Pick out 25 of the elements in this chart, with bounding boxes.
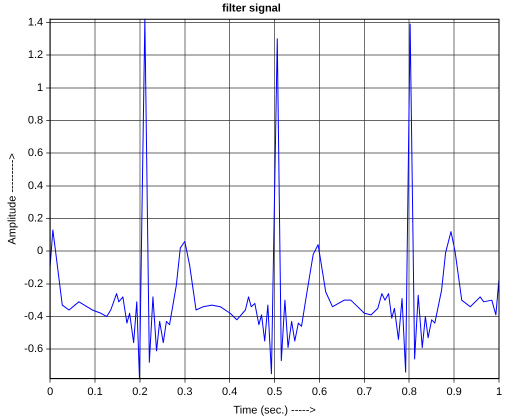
y-tick-label: -0.4 bbox=[24, 310, 44, 323]
y-tick-label: -0.2 bbox=[24, 278, 44, 290]
y-tick-label: -0.6 bbox=[24, 343, 44, 356]
chart-title: filter signal bbox=[222, 2, 281, 15]
x-tick-label: 1 bbox=[496, 386, 502, 398]
x-tick-label: 0.9 bbox=[446, 386, 462, 398]
y-tick-label: 0.6 bbox=[28, 147, 44, 160]
y-tick-label: 0.4 bbox=[28, 180, 44, 192]
x-tick-label: 0.4 bbox=[222, 386, 238, 398]
x-tick-label: 0 bbox=[47, 386, 54, 398]
x-tick-label: 0.8 bbox=[402, 386, 417, 398]
y-tick-label: 0 bbox=[37, 245, 44, 258]
y-tick-label: 1 bbox=[37, 82, 44, 94]
x-tick-label: 0.3 bbox=[177, 386, 192, 398]
x-tick-label: 0.1 bbox=[87, 386, 103, 398]
y-tick-label: 1.2 bbox=[28, 49, 44, 62]
y-tick-label: 0.2 bbox=[28, 212, 44, 225]
x-axis-title: Time (sec.) -----> bbox=[233, 404, 316, 416]
x-tick-label: 0.2 bbox=[132, 386, 148, 398]
y-tick-label: 0.8 bbox=[28, 114, 44, 127]
x-tick-label: 0.5 bbox=[266, 386, 282, 398]
x-tick-label: 0.6 bbox=[312, 386, 328, 398]
x-tick-label: 0.7 bbox=[356, 386, 372, 398]
y-tick-label: 1.4 bbox=[28, 16, 44, 28]
y-axis-title: Amplitude ---------> bbox=[6, 153, 19, 245]
